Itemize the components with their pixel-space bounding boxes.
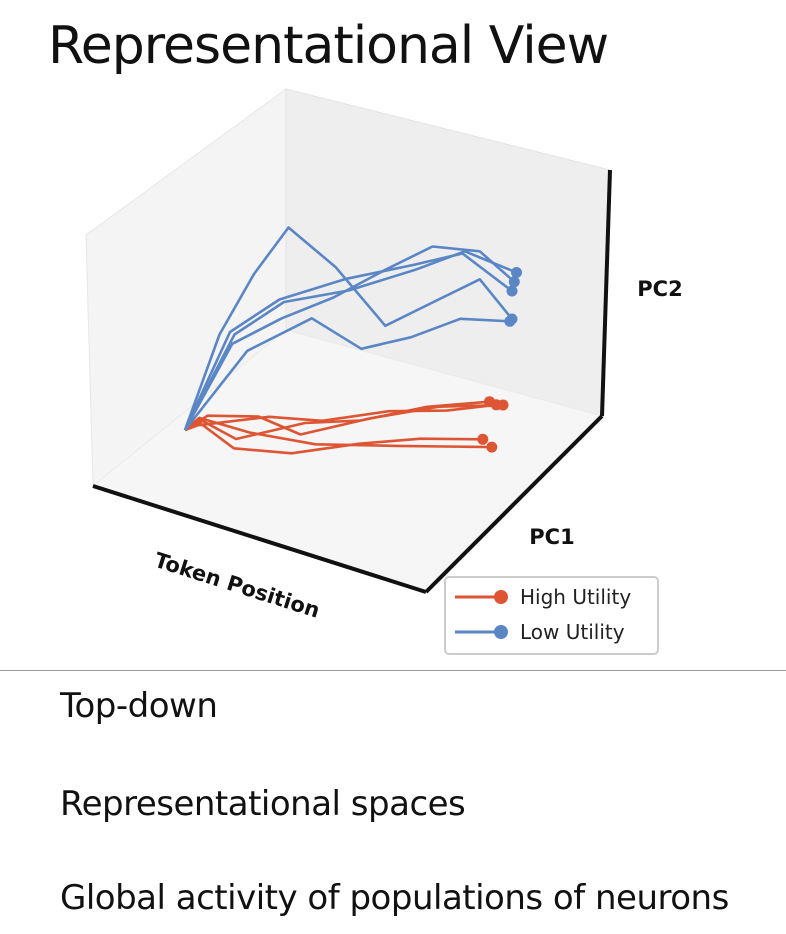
token-position-axis-label: Token Position [152, 548, 323, 623]
low-utility-endpoint-5 [504, 315, 516, 327]
legend-marker-high-utility [494, 590, 508, 604]
high-utility-endpoint-5 [486, 441, 498, 453]
low-utility-trajectory-1 [183, 226, 514, 431]
page-title: Representational View [48, 16, 609, 76]
token-position-axis-line [92, 484, 427, 594]
caption-representational-spaces: Representational spaces [60, 784, 466, 824]
high-utility-trajectory-1 [184, 400, 490, 441]
section-divider [0, 670, 786, 671]
legend-marker-low-utility [494, 625, 508, 639]
high-utility-trajectory-4 [184, 421, 483, 455]
low-utility-endpoint-3 [508, 276, 520, 288]
legend-label-high-utility: High Utility [520, 585, 631, 609]
high-utility-endpoint-4 [477, 433, 489, 445]
pc2-axis-line [600, 169, 612, 417]
high-utility-endpoint-3 [497, 399, 509, 411]
3d-trajectory-chart: Token Position PC1 PC2 High Utility Low … [85, 88, 683, 655]
low-utility-trajectory-3 [183, 245, 516, 431]
low-utility-trajectory-5 [183, 317, 510, 431]
caption-global-activity: Global activity of populations of neuron… [60, 878, 729, 918]
series-layer [183, 226, 522, 455]
low-utility-endpoint-4 [511, 267, 522, 278]
pc1-axis-label: PC1 [529, 525, 574, 549]
high-utility-trajectory-5 [184, 416, 492, 449]
high-utility-trajectory-3 [184, 403, 504, 436]
low-utility-endpoint-2 [506, 285, 518, 297]
pc1-axis-line [424, 414, 604, 594]
caption-top-down: Top-down [60, 686, 218, 726]
legend-label-low-utility: Low Utility [520, 620, 625, 644]
pc2-axis-label: PC2 [637, 277, 682, 301]
low-utility-trajectory-4 [183, 250, 517, 431]
chart-legend: High Utility Low Utility [444, 576, 659, 655]
